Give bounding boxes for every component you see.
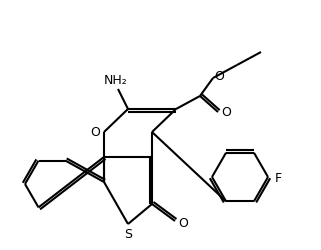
Text: O: O <box>214 70 224 83</box>
Text: NH₂: NH₂ <box>104 73 128 86</box>
Text: O: O <box>178 217 188 230</box>
Text: F: F <box>274 171 282 184</box>
Text: O: O <box>221 106 231 119</box>
Text: O: O <box>90 126 100 139</box>
Text: S: S <box>124 228 132 240</box>
